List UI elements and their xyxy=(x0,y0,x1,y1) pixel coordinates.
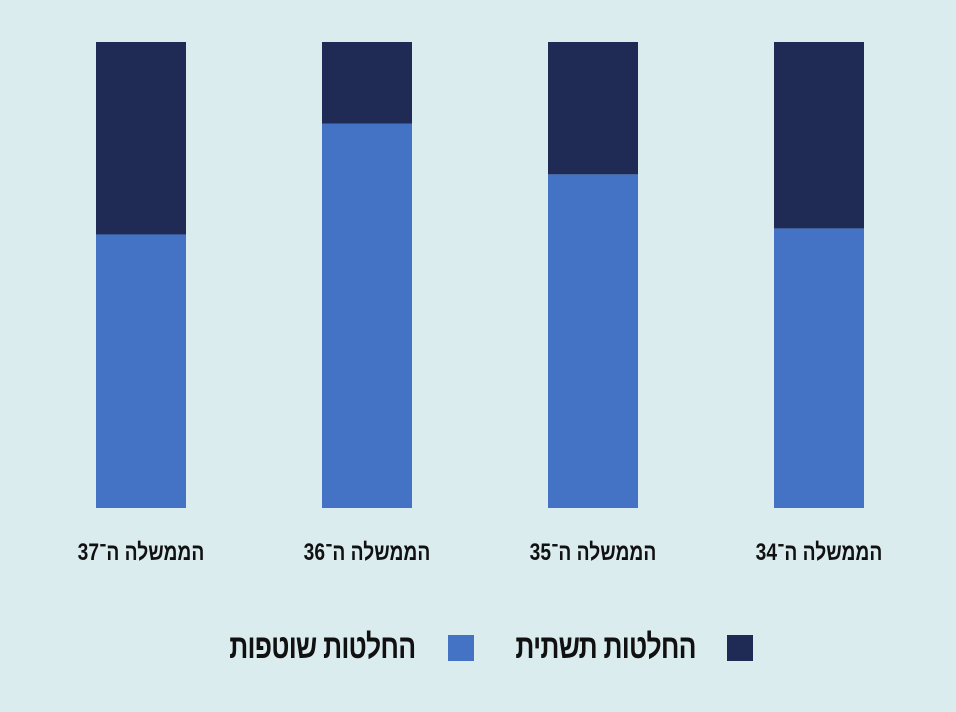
bar-segment-infrastructure-0 xyxy=(774,42,864,229)
legend-swatch-ongoing xyxy=(447,634,474,661)
legend-label-ongoing: החלטות שוטפות xyxy=(229,628,416,666)
legend-item-ongoing: החלטות שוטפות xyxy=(203,628,474,667)
legend: החלטות תשתית החלטות שוטפות xyxy=(0,628,956,667)
category-label: הממשלה ה־36 xyxy=(304,538,431,566)
legend-label-infrastructure: החלטות תשתית xyxy=(515,628,696,666)
bar-segment-infrastructure-3 xyxy=(96,42,186,235)
bar-segment-infrastructure-2 xyxy=(322,42,412,124)
bar-segment-ongoing-2 xyxy=(322,123,412,509)
category-label: הממשלה ה־35 xyxy=(530,538,657,566)
category-label: הממשלה ה־37 xyxy=(78,538,205,566)
category-label: הממשלה ה־34 xyxy=(756,538,883,566)
bar-segment-ongoing-1 xyxy=(548,174,638,508)
bar-segment-ongoing-0 xyxy=(774,228,864,508)
legend-item-infrastructure: החלטות תשתית xyxy=(490,628,753,667)
bar-segment-ongoing-3 xyxy=(96,234,186,508)
legend-swatch-infrastructure xyxy=(726,634,753,661)
stacked-bar-chart: הממשלה ה־34 הממשלה ה־35 הממשלה ה־36 הממשלה … xyxy=(78,42,883,566)
bar-segment-infrastructure-1 xyxy=(548,42,638,175)
